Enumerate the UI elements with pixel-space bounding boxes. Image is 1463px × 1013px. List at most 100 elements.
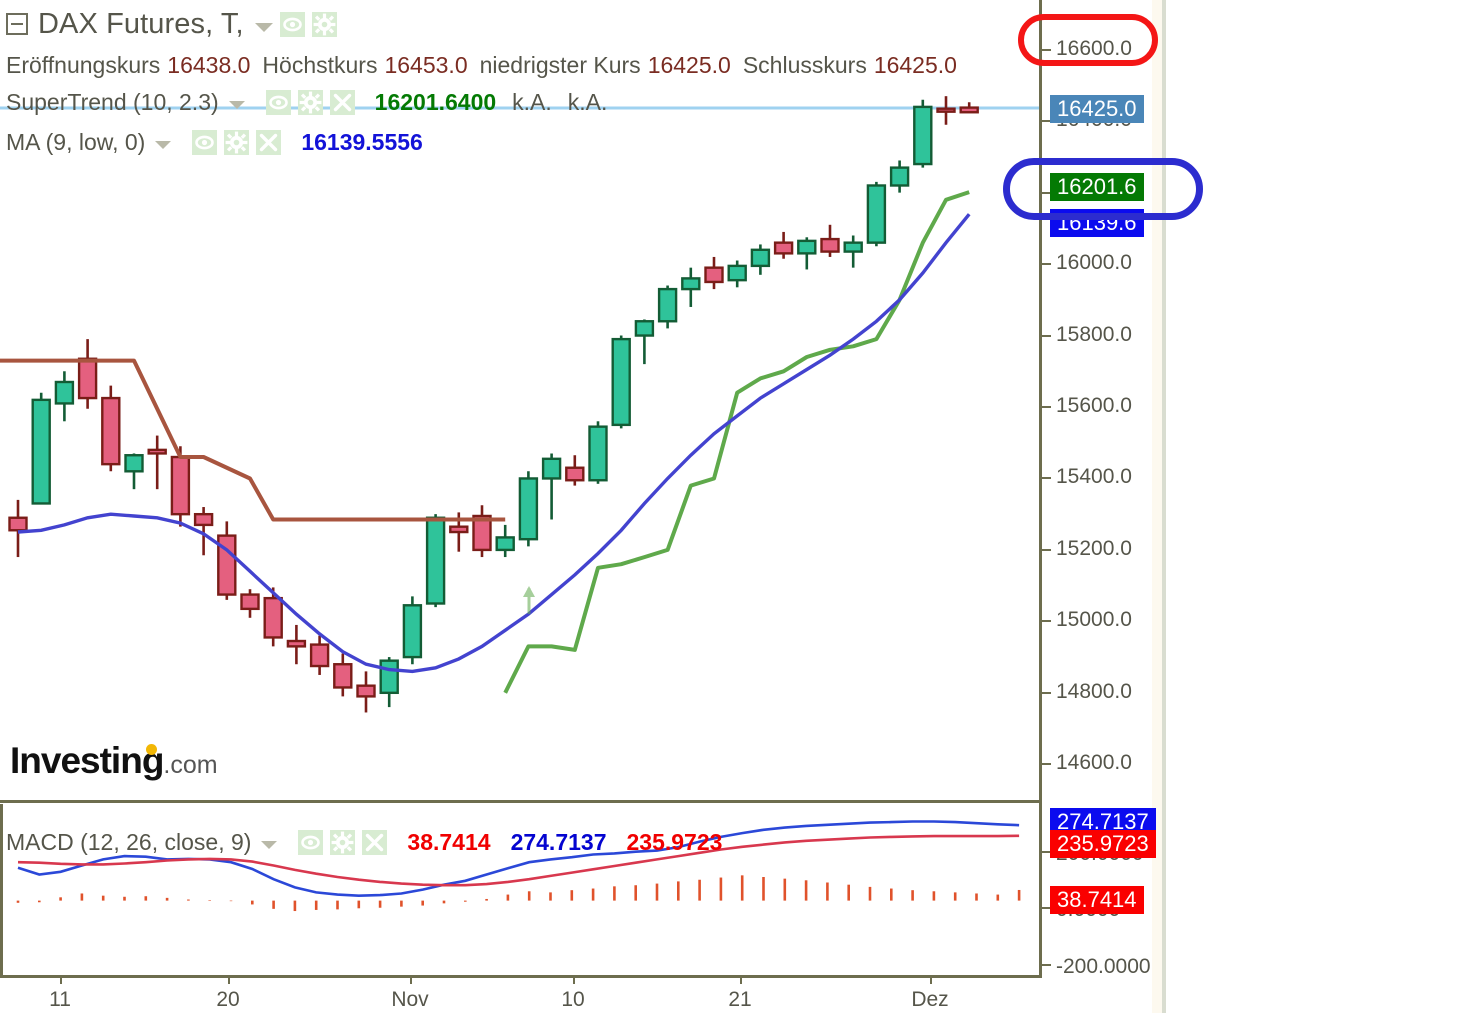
gear-icon[interactable]: [297, 89, 323, 115]
indicator-value-supertrend: 16201.6400: [374, 88, 497, 115]
eye-icon[interactable]: [298, 829, 324, 855]
signal-line: [17, 834, 1020, 887]
time-tick-label: Dez: [911, 988, 949, 1011]
price-tick: [1042, 334, 1051, 337]
indicator-value-supertrend-na2: k.A.: [567, 88, 608, 115]
price-tick-label: 15200.0: [1056, 536, 1132, 560]
price-tick-label: 15800.0: [1056, 322, 1132, 346]
macd-tick-label: -200.0000: [1056, 955, 1151, 978]
chevron-down-icon[interactable]: [254, 22, 273, 32]
macd-left-axis: [0, 804, 3, 976]
price-badge-last-price[interactable]: 16425.0: [1050, 95, 1144, 124]
price-badge-supertrend[interactable]: 16201.6: [1050, 173, 1144, 202]
price-tick: [1042, 548, 1051, 551]
page-right-margin: [1166, 0, 1463, 1013]
price-tick-label: 14600.0: [1056, 751, 1132, 775]
ohlc-value-open: 16438.0: [167, 51, 251, 78]
time-tick-label: 10: [561, 988, 585, 1011]
indicator-name-ma: MA (9, low, 0): [6, 128, 146, 155]
candlestick-series: [8, 96, 979, 713]
time-tick-label: 20: [216, 988, 240, 1011]
indicator-row-ma: MA (9, low, 0) 16139.5556: [0, 122, 1040, 162]
time-tick: [60, 975, 62, 984]
watermark-suffix: .com: [163, 751, 218, 779]
macd-tick: [1042, 851, 1051, 853]
price-tick: [1042, 120, 1051, 123]
blue-ellipse-annotation: [1003, 158, 1203, 220]
macd-tick: [1042, 907, 1051, 909]
price-tick-label: 16000.0: [1056, 251, 1132, 275]
collapse-box-icon[interactable]: [6, 13, 28, 35]
indicator-value-ma: 16139.5556: [301, 128, 423, 155]
macd-name: MACD (12, 26, close, 9): [6, 828, 252, 855]
time-tick-label: Nov: [391, 988, 429, 1011]
gutter-tint: [1152, 0, 1162, 1013]
macd-legend: MACD (12, 26, close, 9) 38.7414 274.7137…: [0, 822, 722, 862]
price-tick-label: 14800.0: [1056, 679, 1132, 703]
price-tick-label: 15400.0: [1056, 465, 1132, 489]
ohlc-label-low: niedrigster Kurs: [479, 51, 641, 78]
red-ellipse-annotation: [1018, 14, 1158, 66]
macd-pane[interactable]: [0, 804, 1040, 972]
gear-icon[interactable]: [330, 829, 356, 855]
price-tick-label: 15000.0: [1056, 608, 1132, 632]
chevron-down-icon[interactable]: [155, 140, 172, 149]
ohlc-value-low: 16425.0: [647, 51, 731, 78]
macd-badge-histogram[interactable]: 38.7414: [1050, 886, 1144, 915]
ohlc-value-high: 16453.0: [384, 51, 468, 78]
chevron-down-icon[interactable]: [228, 100, 245, 109]
buy-signal-arrow: [523, 586, 535, 614]
indicator-row-supertrend: SuperTrend (10, 2.3) 16201.6400 k.A. k.A…: [0, 82, 1040, 122]
price-tick: [1042, 620, 1051, 623]
ohlc-row: Eröffnungskurs 16438.0 Höchstkurs 16453.…: [0, 48, 1040, 82]
y-axis-line: [1039, 0, 1042, 978]
macd-value-macd: 274.7137: [510, 828, 607, 855]
eye-icon[interactable]: [265, 89, 291, 115]
time-tick: [930, 975, 932, 984]
time-tick: [740, 975, 742, 984]
macd-value-histogram: 38.7414: [407, 828, 491, 855]
close-icon[interactable]: [362, 829, 388, 855]
indicator-name-supertrend: SuperTrend (10, 2.3): [6, 88, 219, 115]
macd-value-signal: 235.9723: [626, 828, 723, 855]
macd-plot: [16, 820, 1021, 912]
macd-histogram: [16, 875, 1021, 912]
price-tick: [1042, 191, 1051, 194]
price-tick-label: 15600.0: [1056, 394, 1132, 417]
macd-badge-signal-line[interactable]: 235.9723: [1050, 830, 1156, 859]
chevron-down-icon[interactable]: [261, 840, 278, 849]
indicator-value-supertrend-na1: k.A.: [512, 88, 552, 115]
eye-icon[interactable]: [279, 11, 305, 37]
price-tick: [1042, 48, 1051, 51]
chart-legend: DAX Futures, T, Eröffnungskurs 16438.0 H…: [0, 0, 1040, 162]
ohlc-label-close: Schlusskurs: [742, 51, 867, 78]
gear-icon[interactable]: [311, 11, 337, 37]
watermark-dot-icon: [146, 744, 157, 755]
price-plot: [0, 96, 1040, 713]
price-tick: [1042, 477, 1051, 480]
pane-divider: [0, 800, 1040, 803]
time-tick: [228, 975, 230, 984]
investing-watermark: Investing.com: [10, 740, 218, 782]
page-edge: [1162, 0, 1166, 1013]
x-axis-line: [0, 975, 1040, 978]
time-tick: [410, 975, 412, 984]
close-icon[interactable]: [256, 129, 282, 155]
close-icon[interactable]: [329, 89, 355, 115]
eye-icon[interactable]: [192, 129, 218, 155]
supertrend-series: [0, 190, 970, 694]
ohlc-label-open: Eröffnungskurs: [6, 51, 161, 78]
gear-icon[interactable]: [224, 129, 250, 155]
time-tick-label: 11: [49, 988, 71, 1011]
time-tick-label: 21: [728, 988, 752, 1011]
price-tick: [1042, 406, 1051, 408]
watermark-brand: Investing: [10, 740, 164, 781]
macd-tick: [1042, 964, 1051, 966]
price-tick-label: 16600.0: [1056, 36, 1132, 60]
time-tick: [573, 975, 575, 984]
page-title: DAX Futures, T,: [38, 7, 244, 40]
price-pane[interactable]: [0, 0, 1040, 800]
ma-series: [17, 213, 971, 674]
ohlc-value-close: 16425.0: [873, 51, 957, 78]
legend-title-row: DAX Futures, T,: [0, 0, 1040, 48]
